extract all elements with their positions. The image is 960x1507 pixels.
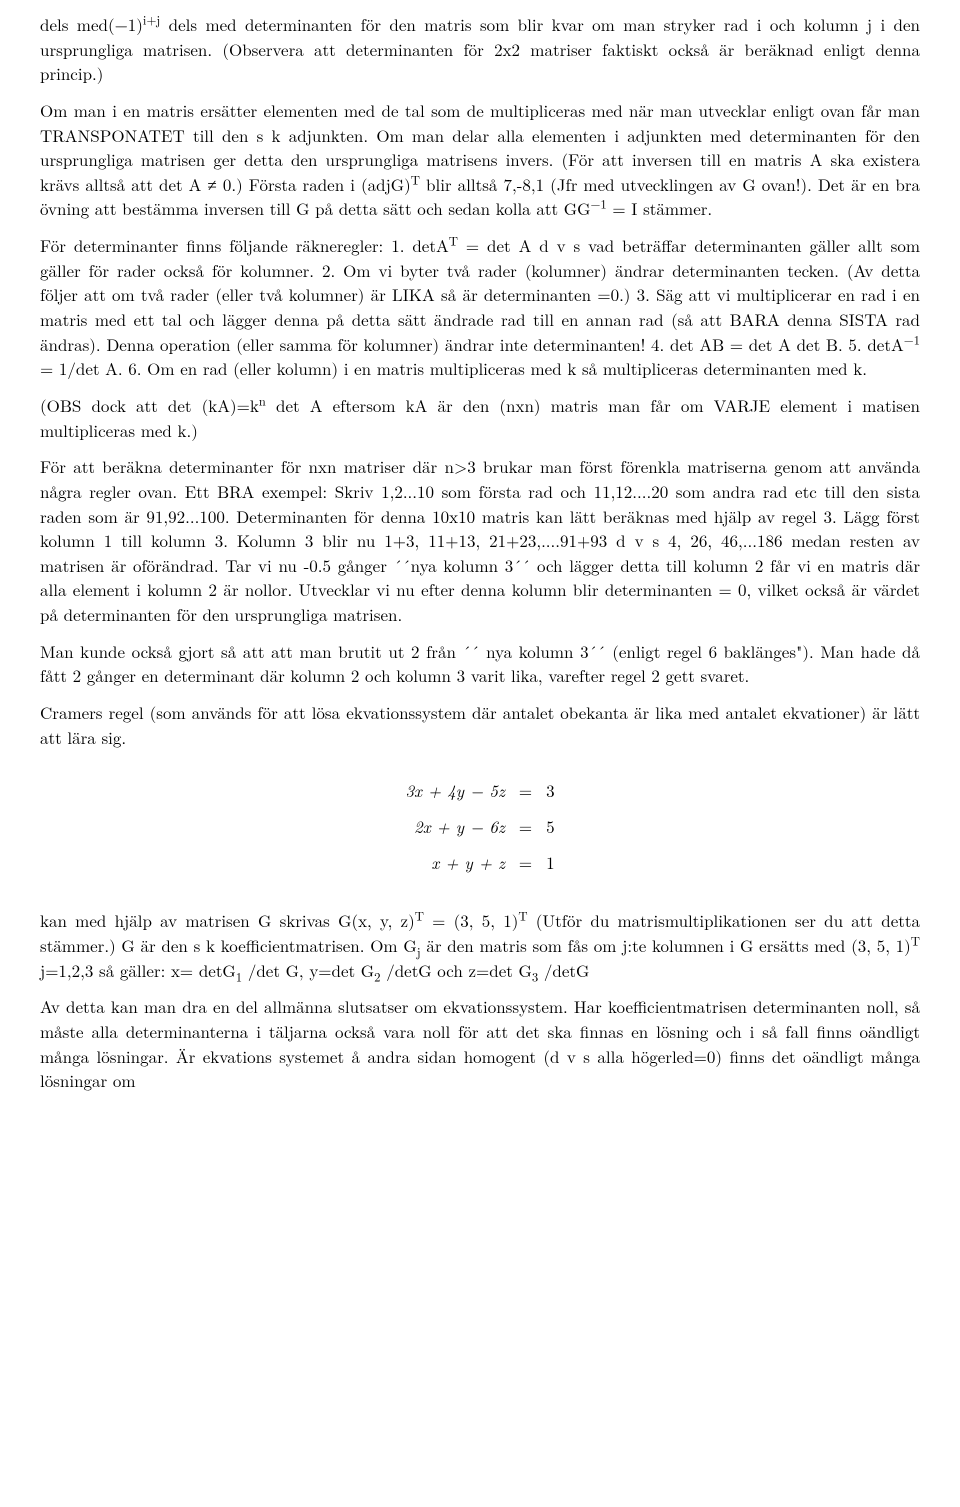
paragraph-4: (OBS dock att det (kA)=kn det A eftersom… [40,393,920,442]
eq1-rhs: 3 [546,773,555,809]
eq1-lhs: 3x + 4y − 5z [405,773,505,809]
paragraph-8: kan med hjälp av matrisen G skrivas G(x,… [40,908,920,982]
eq1-rel: = [519,773,532,809]
equation-system: 3x + 4y − 5z = 3 2x + y − 6z = 5 x + y +… [40,773,920,880]
eq3-rel: = [519,845,532,881]
eq2-rhs: 5 [546,809,555,845]
eq3-lhs: x + y + z [405,845,505,881]
eq2-lhs: 2x + y − 6z [405,809,505,845]
paragraph-9: Av detta kan man dra en del allmänna slu… [40,994,920,1093]
paragraph-7: Cramers regel (som används för att lösa … [40,700,920,749]
paragraph-5: För att beräkna determinanter för nxn ma… [40,454,920,626]
paragraph-1: dels med(−1)i+j dels med determinanten f… [40,12,920,86]
paragraph-6: Man kunde också gjort så att att man bru… [40,639,920,688]
eq3-rhs: 1 [546,845,555,881]
paragraph-3: För determinanter finns följande räknere… [40,233,920,381]
paragraph-2: Om man i en matris ersätter elementen me… [40,98,920,221]
eq2-rel: = [519,809,532,845]
